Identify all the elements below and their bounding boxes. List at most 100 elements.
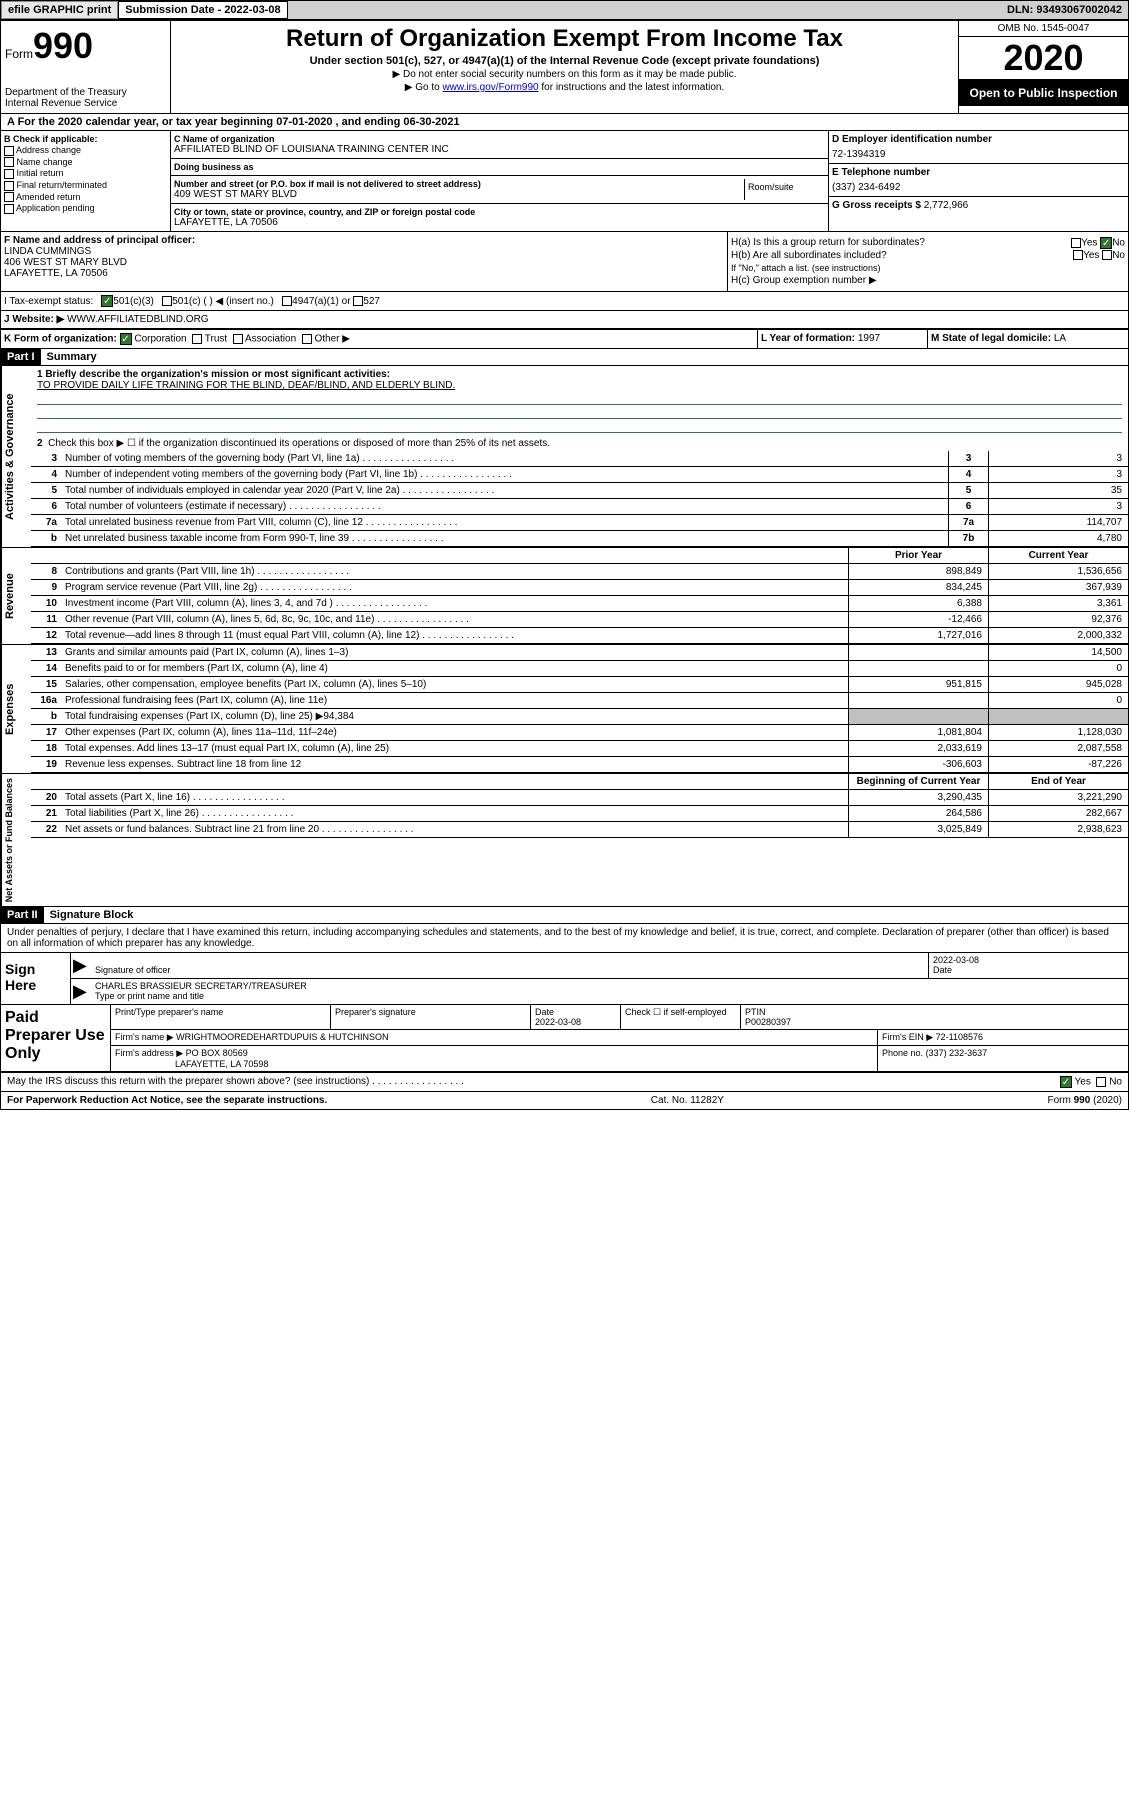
chk-final-return[interactable]: Final return/terminated [4, 180, 167, 191]
tax-year: 2020 [959, 37, 1128, 80]
prep-date-field: Date2022-03-08 [531, 1005, 621, 1029]
section-h: H(a) Is this a group return for subordin… [728, 232, 1128, 291]
sign-date: 2022-03-08Date [928, 953, 1128, 978]
side-label-netassets: Net Assets or Fund Balances [1, 774, 31, 906]
city-state-zip: LAFAYETTE, LA 70506 [174, 217, 825, 228]
expenses-section: Expenses 13Grants and similar amounts pa… [1, 644, 1128, 773]
form-number-box: Form990 Department of the Treasury Inter… [1, 21, 171, 113]
revenue-row: 9Program service revenue (Part VIII, lin… [31, 580, 1128, 596]
officer-addr2: LAFAYETTE, LA 70506 [4, 268, 724, 279]
summary-row: 4Number of independent voting members of… [31, 467, 1128, 483]
discuss-no[interactable] [1096, 1077, 1106, 1087]
section-b: B Check if applicable: Address change Na… [1, 131, 171, 231]
firm-name-field: Firm's name ▶ WRIGHTMOOREDEHARTDUPUIS & … [111, 1030, 878, 1045]
chk-527[interactable] [353, 296, 363, 306]
department-label: Department of the Treasury Internal Reve… [5, 87, 166, 109]
section-f: F Name and address of principal officer:… [1, 232, 728, 291]
section-j: J Website: ▶ WWW.AFFILIATEDBLIND.ORG [1, 311, 1128, 330]
discuss-yes[interactable]: ✓ [1060, 1076, 1072, 1088]
section-i: I Tax-exempt status: ✓ 501(c)(3) 501(c) … [1, 292, 1128, 311]
fgh-row: F Name and address of principal officer:… [1, 232, 1128, 292]
room-suite: Room/suite [745, 179, 825, 200]
gross-receipts-value: 2,772,966 [924, 200, 969, 211]
section-b-header: B Check if applicable: [4, 134, 167, 144]
website-value: WWW.AFFILIATEDBLIND.ORG [67, 314, 208, 325]
summary-row: 3Number of voting members of the governi… [31, 451, 1128, 467]
info-grid: B Check if applicable: Address change Na… [1, 131, 1128, 232]
form-container: Form990 Department of the Treasury Inter… [0, 20, 1129, 1110]
prep-sig-field[interactable]: Preparer's signature [331, 1005, 531, 1029]
firm-ein-field: Firm's EIN ▶ 72-1108576 [878, 1030, 1128, 1045]
summary-row: 5Total number of individuals employed in… [31, 483, 1128, 499]
chk-initial-return[interactable]: Initial return [4, 168, 167, 179]
expense-row: bTotal fundraising expenses (Part IX, co… [31, 709, 1128, 725]
activities-governance-section: Activities & Governance 1 Briefly descri… [1, 366, 1128, 547]
prep-self-employed[interactable]: Check ☐ if self-employed [621, 1005, 741, 1029]
prep-ptin-field: PTINP00280397 [741, 1005, 1128, 1029]
footer-right: Form 990 (2020) [1048, 1095, 1122, 1106]
h-b-note: If "No," attach a list. (see instruction… [731, 263, 1125, 273]
chk-corporation[interactable]: ✓ [120, 333, 132, 345]
title-box: Return of Organization Exempt From Incom… [171, 21, 958, 113]
form-title: Return of Organization Exempt From Incom… [175, 25, 954, 53]
expense-row: 19Revenue less expenses. Subtract line 1… [31, 757, 1128, 773]
officer-name: LINDA CUMMINGS [4, 246, 724, 257]
expense-row: 14Benefits paid to or for members (Part … [31, 661, 1128, 677]
chk-application-pending[interactable]: Application pending [4, 203, 167, 214]
chk-amended-return[interactable]: Amended return [4, 192, 167, 203]
footer-left: For Paperwork Reduction Act Notice, see … [7, 1095, 327, 1106]
ein-value: 72-1394319 [832, 149, 1125, 160]
address-field: Number and street (or P.O. box if mail i… [171, 176, 828, 204]
gross-receipts-field: G Gross receipts $ 2,772,966 [829, 197, 1128, 214]
klm-row: K Form of organization: ✓ Corporation Tr… [1, 330, 1128, 349]
summary-row: 6Total number of volunteers (estimate if… [31, 499, 1128, 515]
chk-name-change[interactable]: Name change [4, 157, 167, 168]
irs-link[interactable]: www.irs.gov/Form990 [442, 82, 538, 93]
chk-other[interactable] [302, 334, 312, 344]
chk-501c3[interactable]: ✓ [101, 295, 113, 307]
netassets-row: 22Net assets or fund balances. Subtract … [31, 822, 1128, 838]
prep-name-field[interactable]: Print/Type preparer's name [111, 1005, 331, 1029]
form-note-ssn: ▶ Do not enter social security numbers o… [175, 69, 954, 80]
side-label-expenses: Expenses [1, 645, 31, 773]
dba-field: Doing business as [171, 159, 828, 176]
form-prefix: Form [5, 47, 33, 61]
chk-501c[interactable] [162, 296, 172, 306]
section-d: D Employer identification number 72-1394… [828, 131, 1128, 231]
expense-row: 18Total expenses. Add lines 13–17 (must … [31, 741, 1128, 757]
form-subtitle: Under section 501(c), 527, or 4947(a)(1)… [175, 55, 954, 67]
revenue-section: Revenue Prior Year Current Year 8Contrib… [1, 547, 1128, 644]
section-l: L Year of formation: 1997 [758, 330, 928, 348]
revenue-row: 10Investment income (Part VIII, column (… [31, 596, 1128, 612]
omb-number: OMB No. 1545-0047 [959, 21, 1128, 37]
chk-address-change[interactable]: Address change [4, 145, 167, 156]
expense-row: 15Salaries, other compensation, employee… [31, 677, 1128, 693]
arrow-icon: ▶ [71, 979, 91, 1004]
open-public-badge: Open to Public Inspection [959, 80, 1128, 106]
line2: 2 Check this box ▶ ☐ if the organization… [31, 436, 1128, 451]
part2-header: Part IISignature Block [1, 906, 1128, 924]
h-b: H(b) Are all subordinates included? Yes … [731, 250, 1125, 261]
chk-trust[interactable] [192, 334, 202, 344]
revenue-row: 11Other revenue (Part VIII, column (A), … [31, 612, 1128, 628]
netassets-row: 20Total assets (Part X, line 16)3,290,43… [31, 790, 1128, 806]
side-label-ag: Activities & Governance [1, 366, 31, 547]
phone-value: (337) 234-6492 [832, 182, 1125, 193]
expense-row: 16aProfessional fundraising fees (Part I… [31, 693, 1128, 709]
officer-signature[interactable]: Signature of officer [91, 953, 928, 978]
arrow-icon: ▶ [71, 953, 91, 978]
form-note-link: ▶ Go to www.irs.gov/Form990 for instruct… [175, 82, 954, 93]
mission-box: 1 Briefly describe the organization's mi… [31, 366, 1128, 436]
netassets-row: 21Total liabilities (Part X, line 26)264… [31, 806, 1128, 822]
org-name: AFFILIATED BLIND OF LOUISIANA TRAINING C… [174, 144, 825, 155]
summary-row: bNet unrelated business taxable income f… [31, 531, 1128, 547]
efile-print-button[interactable]: efile GRAPHIC print [1, 1, 118, 19]
chk-4947[interactable] [282, 296, 292, 306]
expense-row: 17Other expenses (Part IX, column (A), l… [31, 725, 1128, 741]
net-assets-section: Net Assets or Fund Balances Beginning of… [1, 773, 1128, 906]
chk-association[interactable] [233, 334, 243, 344]
side-label-revenue: Revenue [1, 548, 31, 644]
year-box: OMB No. 1545-0047 2020 Open to Public In… [958, 21, 1128, 113]
firm-address-field: Firm's address ▶ PO BOX 80569 LAFAYETTE,… [111, 1046, 878, 1071]
summary-row: 7aTotal unrelated business revenue from … [31, 515, 1128, 531]
